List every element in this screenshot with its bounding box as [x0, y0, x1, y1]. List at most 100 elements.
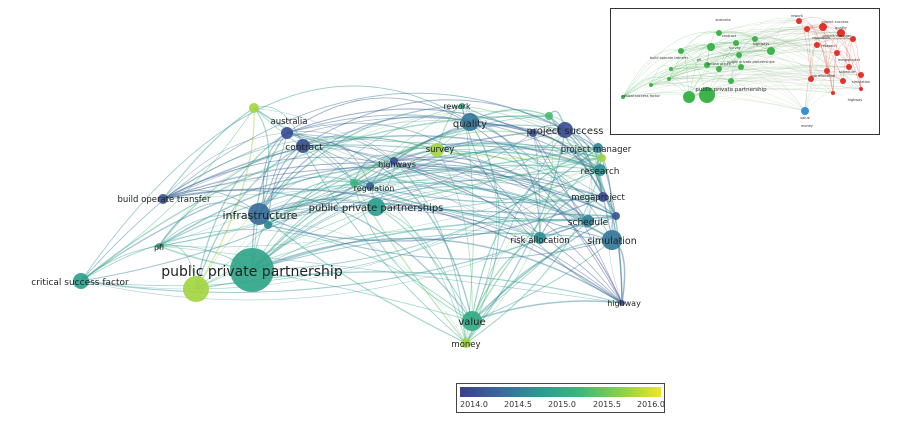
node-contract[interactable]: [296, 139, 310, 153]
node-layer: [73, 103, 625, 348]
inset-link: [650, 42, 737, 86]
link: [162, 157, 603, 200]
inset-link: [622, 45, 712, 98]
node-label: value: [458, 317, 485, 328]
node-schedule[interactable]: [582, 215, 594, 227]
link: [80, 147, 599, 290]
link: [162, 117, 534, 200]
link: [258, 169, 601, 215]
link: [158, 148, 395, 247]
label-layer: public private partnership quality rework p…: [31, 102, 641, 350]
inset-link: [706, 64, 806, 112]
inset-node: [678, 48, 684, 54]
node-highways[interactable]: [390, 157, 398, 165]
link: [195, 107, 255, 290]
inset-link: [668, 54, 740, 80]
link: [532, 132, 604, 198]
link: [461, 105, 474, 344]
inset-node-label: highway: [848, 98, 863, 102]
inset-link: [738, 38, 854, 56]
link: [436, 149, 473, 322]
node-survey[interactable]: [430, 143, 444, 157]
inset-node: [850, 36, 856, 42]
node-highway[interactable]: [619, 300, 625, 306]
cluster-overview-inset[interactable]: australia contract rework project success pr…: [610, 8, 880, 135]
inset-node: [834, 50, 840, 56]
link: [597, 147, 613, 241]
inset-node: [649, 83, 653, 87]
link: [158, 245, 623, 304]
link: [251, 180, 617, 271]
node-simulation[interactable]: [602, 230, 622, 250]
node-extra7[interactable]: [264, 221, 272, 229]
inset-link: [668, 73, 862, 80]
inset-node-label: risk allocation: [811, 74, 835, 78]
node-label: project success: [526, 126, 603, 137]
node-csf[interactable]: [73, 273, 89, 289]
node-ppp[interactable]: [230, 248, 274, 292]
node-pp-partnerships[interactable]: [367, 198, 385, 216]
colorbar-gradient: [460, 387, 661, 397]
node-label: survey: [426, 145, 455, 155]
node-pfi[interactable]: [156, 243, 162, 249]
inset-node-label: critical success factor: [622, 94, 660, 98]
link: [353, 182, 473, 322]
link: [471, 239, 613, 322]
inset-link: [718, 66, 844, 82]
node-risk-allocation[interactable]: [534, 232, 546, 244]
inset-link: [670, 64, 850, 70]
node-value[interactable]: [462, 311, 482, 331]
inset-link: [718, 20, 800, 34]
node-label: highways: [378, 160, 416, 169]
node-infrastructure[interactable]: [248, 203, 270, 225]
node-rework[interactable]: [459, 103, 465, 109]
node-label: contract: [285, 143, 323, 153]
inset-link: [730, 20, 800, 82]
link: [353, 164, 601, 184]
inset-node-label: public private partnership: [695, 87, 767, 93]
node-regulation[interactable]: [366, 182, 374, 190]
node-megaproject[interactable]: [598, 192, 608, 202]
inset-link: [622, 49, 682, 98]
node-extra6[interactable]: [350, 179, 358, 187]
node-project-manager[interactable]: [593, 143, 603, 153]
inset-link: [718, 22, 824, 34]
inset-link: [718, 68, 862, 90]
inset-node-label: megaproject: [838, 58, 861, 62]
node-project-success[interactable]: [557, 122, 573, 138]
node-extra2[interactable]: [545, 112, 553, 120]
node-ppp-yellow[interactable]: [183, 276, 209, 302]
inset-link: [706, 38, 756, 96]
link: [302, 120, 471, 147]
node-research[interactable]: [594, 164, 606, 176]
node-extra3[interactable]: [612, 212, 620, 220]
link: [162, 135, 601, 200]
inset-link: [735, 42, 828, 72]
link: [469, 121, 541, 239]
inset-link: [738, 54, 844, 82]
link: [375, 206, 617, 217]
inset-link: [668, 77, 806, 112]
inset-link: [806, 28, 850, 68]
inset-node: [767, 47, 775, 55]
link: [471, 157, 603, 322]
link: [286, 122, 541, 239]
node-quality[interactable]: [461, 113, 479, 131]
link: [471, 129, 566, 322]
link: [253, 107, 395, 162]
node-extra5[interactable]: [529, 129, 537, 137]
node-australia[interactable]: [281, 127, 293, 139]
inset-link: [650, 74, 862, 86]
link: [251, 151, 601, 271]
link: [353, 124, 566, 184]
node-label: public private partnerships: [309, 203, 444, 214]
node-extra4[interactable]: [598, 154, 606, 162]
node-money[interactable]: [461, 338, 471, 348]
link: [302, 141, 371, 187]
link: [532, 132, 589, 222]
node-extra1[interactable]: [249, 103, 259, 113]
node-bot[interactable]: [158, 194, 168, 204]
inset-link: [622, 38, 854, 98]
node-label: infrastructure: [222, 209, 297, 222]
